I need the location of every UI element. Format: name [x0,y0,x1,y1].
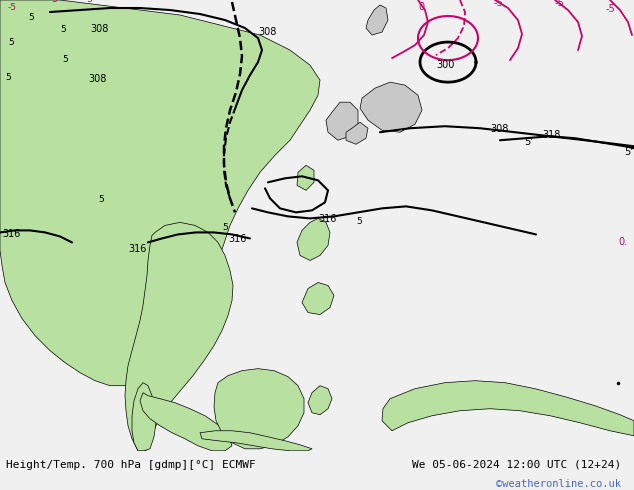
Text: 5: 5 [62,55,68,64]
Text: ©weatheronline.co.uk: ©weatheronline.co.uk [496,479,621,489]
Polygon shape [297,219,330,261]
Polygon shape [140,392,232,451]
Text: 5': 5' [624,147,633,157]
Text: 5: 5 [98,196,104,204]
Polygon shape [297,165,314,190]
Text: 0: 0 [418,2,424,12]
Text: 0.: 0. [618,238,627,247]
Text: -5: -5 [50,0,59,4]
Text: -5: -5 [8,3,17,12]
Text: 316: 316 [228,234,247,245]
Text: 316: 316 [318,215,337,224]
Text: 308: 308 [490,124,508,134]
Text: 318: 318 [542,130,560,140]
Polygon shape [360,82,422,132]
Polygon shape [132,383,156,451]
Text: 308: 308 [88,74,107,84]
Text: Height/Temp. 700 hPa [gdmp][°C] ECMWF: Height/Temp. 700 hPa [gdmp][°C] ECMWF [6,460,256,469]
Polygon shape [366,5,388,35]
Polygon shape [308,386,332,415]
Text: 300: 300 [436,60,455,70]
Text: -5: -5 [494,0,504,8]
Text: 308: 308 [258,27,276,37]
Polygon shape [214,368,304,449]
Text: -5: -5 [606,4,616,14]
Text: 5: 5 [8,38,14,47]
Text: -5: -5 [85,0,94,4]
Polygon shape [326,102,358,140]
Text: 5: 5 [356,218,362,226]
Polygon shape [382,381,634,436]
Text: 316: 316 [2,229,20,240]
Text: 5: 5 [5,73,11,82]
Text: 5': 5' [524,137,533,147]
Polygon shape [0,0,320,386]
Polygon shape [200,431,312,451]
Polygon shape [125,222,233,451]
Text: We 05-06-2024 12:00 UTC (12+24): We 05-06-2024 12:00 UTC (12+24) [412,460,621,469]
Text: 5: 5 [28,13,34,22]
Text: 5: 5 [60,25,66,34]
Text: 308: 308 [90,24,108,34]
Text: 5: 5 [222,223,228,232]
Polygon shape [302,283,334,315]
Text: 316: 316 [128,245,146,254]
Polygon shape [346,122,368,144]
Text: -5: -5 [555,0,565,8]
